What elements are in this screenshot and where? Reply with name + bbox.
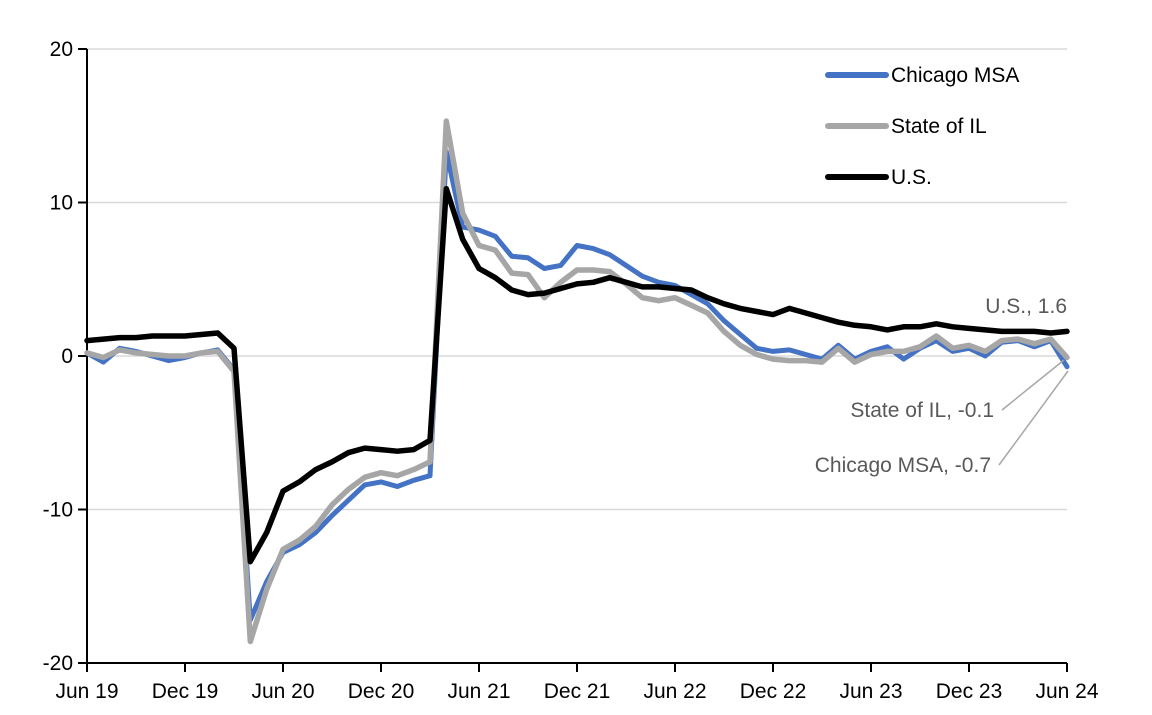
annotation-leader-line: [1001, 359, 1065, 411]
x-tick-label: Jun 19: [55, 680, 118, 703]
x-tick-label: Jun 20: [251, 680, 314, 703]
annotation-leader-line: [998, 370, 1069, 466]
y-tick-label: 10: [50, 192, 73, 215]
x-tick-label: Jun 21: [447, 680, 510, 703]
y-tick-label: 20: [50, 38, 73, 61]
y-tick-label: 0: [61, 345, 73, 368]
annotation-label: Chicago MSA, -0.7: [815, 454, 991, 477]
legend-label: U.S.: [891, 166, 932, 189]
y-tick-label: -10: [43, 499, 73, 522]
x-tick-label: Jun 23: [839, 680, 902, 703]
annotation-label: State of IL, -0.1: [850, 399, 994, 422]
series-line-state-of-il: [84, 118, 1070, 645]
x-tick-label: Dec 23: [936, 680, 1003, 703]
series-line-u-s-: [84, 185, 1070, 565]
x-tick-label: Dec 20: [348, 680, 415, 703]
y-tick-label: -20: [43, 652, 73, 675]
x-tick-label: Dec 22: [740, 680, 807, 703]
legend-label: Chicago MSA: [891, 64, 1019, 87]
x-tick-label: Dec 19: [152, 680, 219, 703]
x-tick-label: Dec 21: [544, 680, 611, 703]
x-tick-label: Jun 22: [643, 680, 706, 703]
x-tick-label: Jun 24: [1035, 680, 1098, 703]
annotation-label: U.S., 1.6: [985, 295, 1067, 318]
legend-label: State of IL: [891, 115, 987, 138]
